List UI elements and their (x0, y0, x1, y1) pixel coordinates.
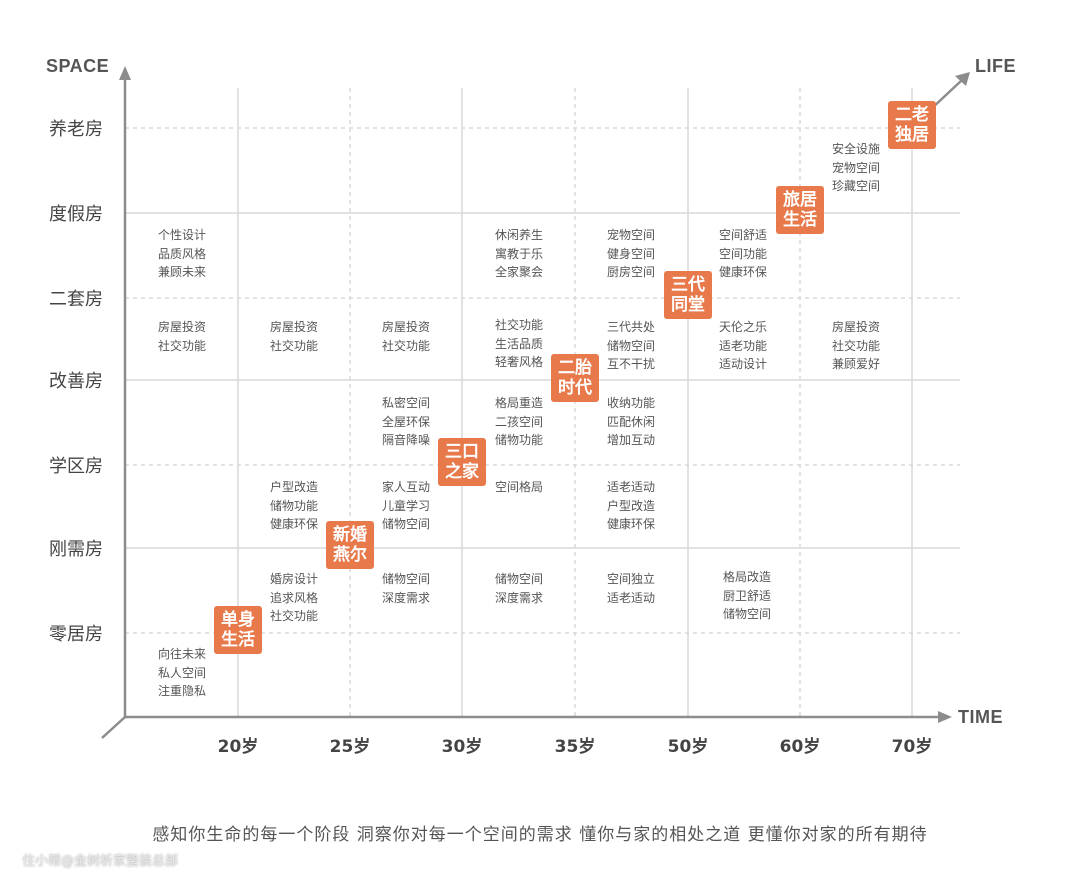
row-label: 养老房 (49, 119, 103, 140)
x-axis-title: TIME (958, 707, 1003, 727)
need-note: 空间独立 适老适动 (606, 572, 656, 605)
row-label: 改善房 (49, 371, 103, 392)
need-note: 三代共处 储物空间 互不干扰 (606, 320, 656, 371)
need-note: 房屋投资 社交功能 兼顾爱好 (831, 320, 881, 371)
row-label: 零居房 (49, 624, 103, 645)
need-note: 格局改造 厨卫舒适 储物空间 (722, 570, 772, 621)
column-label: 20岁 (217, 737, 259, 757)
need-note: 婚房设计 追求风格 社交功能 (269, 572, 319, 623)
need-note: 适老适动 户型改造 健康环保 (606, 480, 656, 531)
watermark: 住小帮@金树析家整装总部 (22, 854, 179, 869)
need-note: 房屋投资 社交功能 (269, 320, 319, 353)
life-stage-badge: 三代 同堂 (664, 271, 712, 319)
y-axis-arrow (119, 66, 131, 80)
life-stage-badge: 二胎 时代 (551, 354, 599, 402)
need-note: 社交功能 生活品质 轻奢风格 (494, 318, 544, 369)
row-label: 刚需房 (49, 539, 103, 560)
need-note: 储物空间 深度需求 (381, 572, 431, 605)
tagline: 感知你生命的每一个阶段 洞察你对每一个空间的需求 懂你与家的相处之道 更懂你对家… (152, 825, 928, 845)
need-note: 家人互动 儿童学习 储物空间 (381, 480, 431, 531)
x-axis-arrow (938, 711, 952, 723)
row-label: 学区房 (49, 456, 103, 477)
diagonal-axis-arrow (955, 72, 970, 86)
column-label: 70岁 (891, 737, 933, 757)
life-stage-badge: 旅居 生活 (776, 186, 824, 234)
column-label: 25岁 (329, 737, 371, 757)
need-note: 收纳功能 匹配休闲 增加互动 (606, 396, 656, 447)
need-note: 房屋投资 社交功能 (157, 320, 207, 353)
need-note: 宠物空间 健身空间 厨房空间 (606, 228, 656, 279)
need-note: 私密空间 全屋环保 隔音降噪 (381, 396, 431, 447)
need-note: 户型改造 储物功能 健康环保 (269, 480, 319, 531)
need-note: 天伦之乐 适老功能 适动设计 (718, 320, 768, 371)
column-label: 30岁 (441, 737, 483, 757)
need-note: 格局重造 二孩空间 储物功能 (494, 396, 544, 447)
need-note: 房屋投资 社交功能 (381, 320, 431, 353)
column-label: 50岁 (667, 737, 709, 757)
life-stage-badge: 二老 独居 (888, 101, 936, 149)
column-label: 35岁 (554, 737, 596, 757)
need-note: 储物空间 深度需求 (494, 572, 544, 605)
life-stage-badge: 新婚 燕尔 (326, 521, 374, 569)
need-note: 个性设计 品质风格 兼顾未来 (157, 228, 207, 279)
row-label: 度假房 (49, 204, 103, 225)
life-stage-badge: 三口 之家 (438, 438, 486, 486)
diagonal-axis-title: LIFE (975, 56, 1016, 76)
column-label: 60岁 (779, 737, 821, 757)
need-note: 向往未来 私人空间 注重隐私 (157, 647, 207, 698)
need-note: 空间舒适 空间功能 健康环保 (718, 228, 768, 279)
row-label: 二套房 (49, 289, 103, 310)
y-axis-title: SPACE (46, 56, 110, 76)
need-note: 休闲养生 寓教于乐 全家聚会 (494, 228, 544, 279)
life-stage-badge: 单身 生活 (214, 606, 262, 654)
need-note: 空间格局 (494, 480, 544, 494)
need-note: 安全设施 宠物空间 珍藏空间 (831, 142, 881, 193)
axis-origin-tail (101, 716, 126, 739)
